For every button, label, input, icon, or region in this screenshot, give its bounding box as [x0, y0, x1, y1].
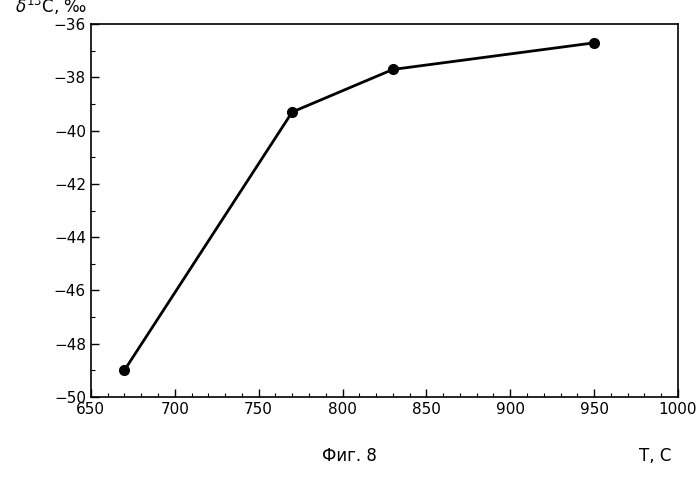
Text: T, C: T, C — [639, 447, 671, 465]
Text: $\delta^{13}$C, ‰: $\delta^{13}$C, ‰ — [15, 0, 87, 17]
Text: Фиг. 8: Фиг. 8 — [322, 447, 377, 465]
